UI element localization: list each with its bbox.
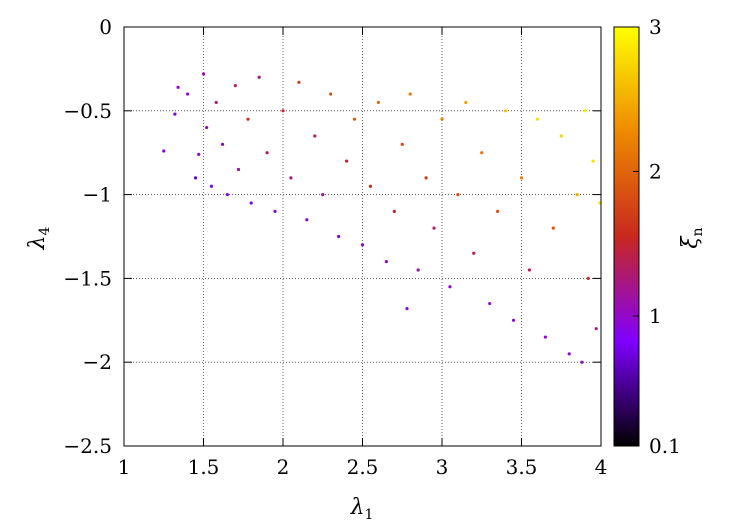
data-point-11 <box>225 193 229 197</box>
y-tick-label-3: −1.5 <box>63 266 112 290</box>
y-tick-label-2: −1 <box>83 183 112 207</box>
colorbar-tick-label-3: 3 <box>649 15 662 39</box>
data-point-5 <box>197 152 201 156</box>
data-point-58 <box>580 360 584 364</box>
data-point-34 <box>400 142 404 146</box>
data-point-59 <box>583 109 587 113</box>
data-point-32 <box>384 260 388 264</box>
data-point-44 <box>472 251 476 255</box>
data-point-52 <box>535 117 540 121</box>
data-point-21 <box>297 80 301 84</box>
y-axis-label-sub: 4 <box>37 226 53 235</box>
data-point-63 <box>597 201 602 205</box>
x-tick-label-0: 1 <box>118 455 131 479</box>
data-point-62 <box>594 327 598 331</box>
data-point-46 <box>488 301 492 306</box>
y-tick-label-1: −0.5 <box>63 99 112 123</box>
x-tick-label-1: 1.5 <box>188 455 220 479</box>
data-point-50 <box>519 176 524 180</box>
data-point-18 <box>273 209 277 213</box>
colorbar-label-main: ξ <box>678 235 703 249</box>
data-point-14 <box>246 117 250 121</box>
data-point-23 <box>313 134 317 138</box>
data-point-49 <box>511 318 516 322</box>
data-point-9 <box>214 100 218 105</box>
y-tick-label-4: −2 <box>83 350 112 374</box>
x-tick-label-4: 3 <box>436 455 449 479</box>
data-point-4 <box>193 176 198 180</box>
data-point-3 <box>186 92 190 96</box>
data-point-6 <box>201 72 206 76</box>
data-point-42 <box>456 193 460 197</box>
x-axis-label: λ1 <box>350 495 374 523</box>
data-point-36 <box>408 92 412 96</box>
data-point-22 <box>305 218 309 222</box>
data-point-10 <box>220 142 225 146</box>
data-point-56 <box>567 352 571 356</box>
data-point-51 <box>527 268 532 272</box>
data-point-33 <box>392 209 396 213</box>
data-point-37 <box>416 268 420 272</box>
data-point-54 <box>551 226 555 230</box>
data-point-30 <box>368 184 373 188</box>
data-point-7 <box>205 125 209 130</box>
data-point-41 <box>448 285 452 289</box>
data-point-55 <box>559 134 563 138</box>
colorbar-label-sub: n <box>690 227 706 236</box>
data-point-24 <box>321 193 325 197</box>
x-axis-label-main: λ <box>350 495 365 520</box>
data-point-15 <box>249 201 253 205</box>
data-point-8 <box>209 184 214 188</box>
colorbar-tick-label-1: 1 <box>649 304 662 328</box>
data-point-28 <box>352 117 357 121</box>
data-point-20 <box>289 176 293 180</box>
data-point-48 <box>504 109 508 113</box>
data-point-40 <box>440 117 444 121</box>
y-axis-ticks: 0 −0.5 −1 −1.5 −2 −2.5 <box>63 15 601 458</box>
data-point-0 <box>162 149 166 153</box>
data-point-12 <box>233 84 237 88</box>
data-point-35 <box>405 306 409 311</box>
data-point-31 <box>376 100 380 105</box>
colorbar-ticks: 0.1 1 2 3 <box>633 15 681 458</box>
data-point-1 <box>173 112 177 116</box>
colorbar-tick-label-0: 0.1 <box>649 434 681 458</box>
data-point-60 <box>586 276 590 280</box>
data-point-47 <box>496 209 500 213</box>
data-point-61 <box>591 159 595 163</box>
x-tick-label-2: 2 <box>277 455 290 479</box>
data-point-45 <box>480 151 484 155</box>
data-point-26 <box>337 234 341 239</box>
y-axis-label: λ4 <box>25 226 53 250</box>
data-point-13 <box>236 167 241 172</box>
data-point-2 <box>176 85 180 89</box>
x-axis-label-sub: 1 <box>365 507 374 523</box>
colorbar-label: ξn <box>678 227 706 248</box>
x-tick-label-6: 4 <box>595 455 608 479</box>
data-point-27 <box>345 159 349 163</box>
data-point-43 <box>464 100 468 105</box>
x-axis-ticks: 1 1.5 2 2.5 3 3.5 4 <box>118 27 608 479</box>
data-point-57 <box>575 193 579 197</box>
colorbar <box>613 26 640 447</box>
x-tick-label-3: 2.5 <box>347 455 379 479</box>
data-point-16 <box>257 75 261 79</box>
colorbar-tick-label-2: 2 <box>649 159 662 183</box>
plot-frame <box>123 26 602 447</box>
grid-lines <box>124 27 601 446</box>
data-point-29 <box>360 243 365 247</box>
y-axis-label-main: λ <box>25 235 50 250</box>
data-point-53 <box>543 335 547 339</box>
scatter-points <box>162 72 602 364</box>
data-point-19 <box>281 109 285 113</box>
data-point-17 <box>265 151 269 155</box>
y-tick-label-5: −2.5 <box>63 434 112 458</box>
y-tick-label-0: 0 <box>99 15 112 39</box>
data-point-39 <box>432 226 436 230</box>
data-point-38 <box>424 176 428 180</box>
data-point-25 <box>329 92 333 96</box>
x-tick-label-5: 3.5 <box>506 455 538 479</box>
